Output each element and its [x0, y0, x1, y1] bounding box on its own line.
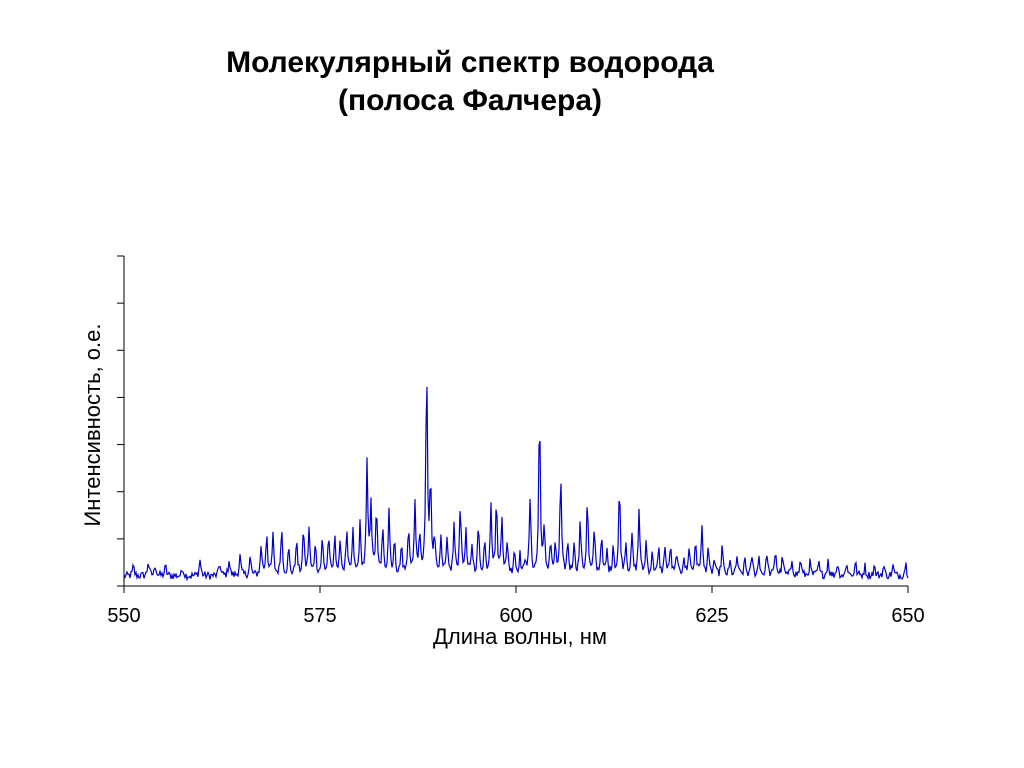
chart-title-line2: (полоса Фалчера) [337, 84, 603, 117]
x-tick-label: 550 [107, 605, 140, 627]
chart-title: Молекулярный спектр водорода (полоса Фал… [0, 44, 940, 120]
x-axis-label: Длина волны, нм [433, 624, 607, 649]
x-tick-label: 575 [303, 605, 336, 627]
x-tick-label: 650 [891, 605, 924, 627]
spectrum-line [123, 386, 909, 582]
x-tick-label: 625 [695, 605, 728, 627]
x-tick-label: 600 [499, 605, 532, 627]
chart-axes [117, 255, 909, 593]
y-axis-label: Интенсивность, о.е. [80, 324, 105, 527]
chart-labels: 550 575 600 625 650 Длина волны, нм Интенсивно… [80, 324, 925, 650]
chart-title-line1: Молекулярный спектр водорода [226, 46, 714, 79]
spectrum-series [123, 386, 909, 582]
